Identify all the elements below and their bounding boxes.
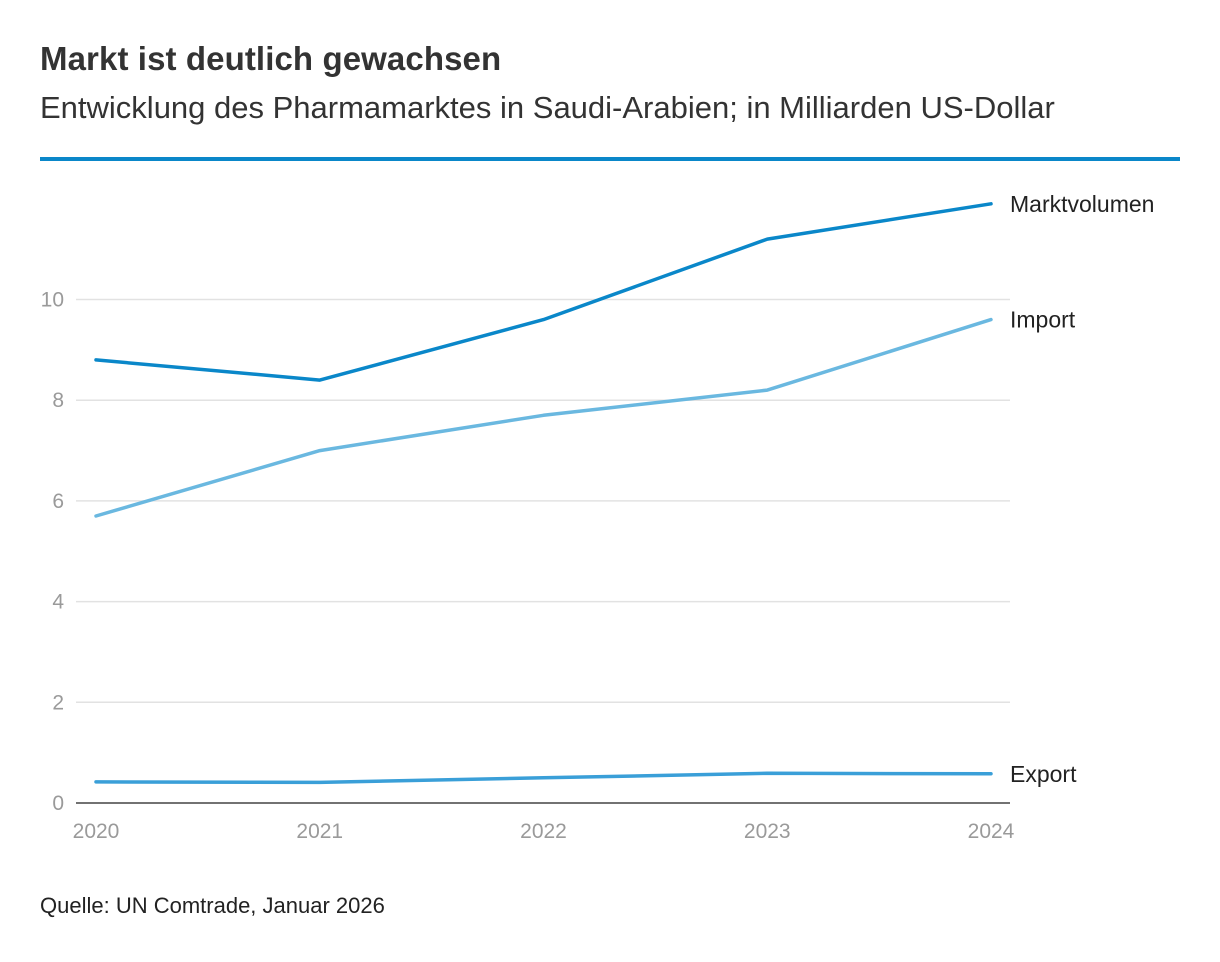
y-tick-label: 0 [52, 792, 64, 815]
series-label-marktvolumen: Marktvolumen [1010, 191, 1154, 217]
series-line-export [94, 771, 993, 785]
series-lines [94, 202, 993, 785]
source-note: Quelle: UN Comtrade, Januar 2026 [40, 893, 385, 918]
x-tick-label: 2023 [744, 820, 791, 843]
grid-lines [76, 298, 1010, 804]
x-tick-label: 2024 [968, 820, 1015, 843]
x-tick-label: 2020 [73, 820, 120, 843]
x-tick-label: 2021 [296, 820, 343, 843]
x-tick-label: 2022 [520, 820, 567, 843]
chart-title: Markt ist deutlich gewachsen [40, 40, 502, 77]
chart-subtitle: Entwicklung des Pharmamarktes in Saudi-A… [40, 90, 1055, 125]
y-axis-ticks: 0 2 4 6 8 10 [41, 289, 65, 816]
x-axis-ticks: 2020 2021 2022 2023 2024 [73, 820, 1015, 843]
y-tick-label: 6 [52, 490, 64, 513]
y-tick-label: 8 [52, 389, 64, 412]
header-divider [40, 157, 1180, 161]
y-tick-label: 2 [52, 691, 64, 714]
y-tick-label: 10 [41, 289, 64, 312]
series-label-import: Import [1010, 307, 1076, 333]
series-label-export: Export [1010, 761, 1077, 787]
series-line-import [94, 317, 993, 518]
series-line-marktvolumen [94, 202, 993, 382]
y-tick-label: 4 [52, 591, 64, 614]
series-labels: Marktvolumen Import Export [1010, 191, 1154, 787]
